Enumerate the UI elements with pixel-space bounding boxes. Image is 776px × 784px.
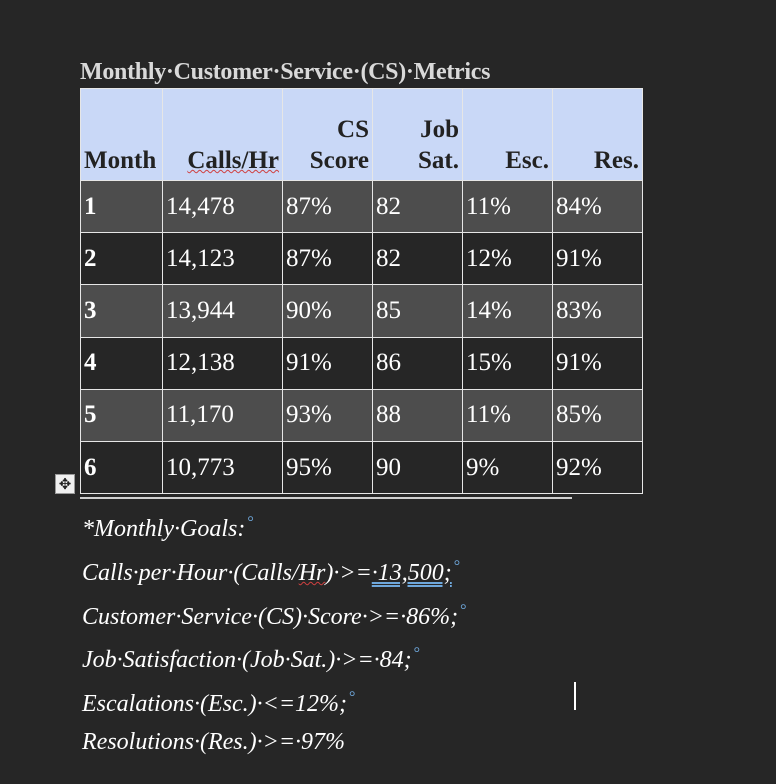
cell-job[interactable]: 90 bbox=[372, 440, 463, 495]
cell-job[interactable]: 82 bbox=[372, 179, 463, 234]
paragraph-mark-icon: ° bbox=[413, 645, 421, 663]
table-row: 4 12,138 91% 86 15% 91% bbox=[80, 336, 643, 390]
header-res[interactable]: Res. bbox=[552, 88, 643, 181]
cell-job[interactable]: 82 bbox=[372, 232, 463, 286]
cell-res[interactable]: 91% bbox=[552, 232, 643, 286]
cell-cs[interactable]: 93% bbox=[282, 388, 373, 442]
paragraph-mark-icon: ° bbox=[453, 557, 461, 575]
document-title[interactable]: Monthly·Customer·Service·(CS)·Metrics bbox=[80, 59, 491, 85]
goal-res: Resolutions·(Res.)·>=·97% bbox=[82, 728, 346, 755]
header-job-sat[interactable]: Job Sat. bbox=[372, 88, 463, 181]
table-row: 6 10,773 95% 90 9% 92% bbox=[80, 440, 643, 495]
cell-cs[interactable]: 91% bbox=[282, 336, 373, 390]
cell-res[interactable]: 91% bbox=[552, 336, 643, 390]
header-month[interactable]: Month bbox=[80, 88, 163, 181]
cell-month[interactable]: 2 bbox=[80, 232, 163, 286]
goal-calls: Calls·per·Hour·(Calls/Hr)·>=·13,500; ° bbox=[82, 557, 461, 586]
cell-esc[interactable]: 9% bbox=[462, 440, 553, 495]
cell-cs[interactable]: 87% bbox=[282, 232, 373, 286]
table-row: 2 14,123 87% 82 12% 91% bbox=[80, 232, 643, 286]
goals-notes[interactable]: *Monthly·Goals: ° Calls·per·Hour·(Calls/H… bbox=[82, 506, 466, 769]
metrics-table[interactable]: Month Calls/Hr CS Score Job Sat. Esc. bbox=[80, 88, 643, 495]
paragraph-mark-icon: ° bbox=[349, 689, 356, 707]
cell-calls[interactable]: 14,123 bbox=[162, 232, 283, 286]
table-row: 3 13,944 90% 85 14% 83% bbox=[80, 284, 643, 338]
cell-calls[interactable]: 14,478 bbox=[162, 179, 283, 234]
cell-calls[interactable]: 11,170 bbox=[162, 388, 283, 442]
cell-month[interactable]: 5 bbox=[80, 388, 163, 442]
cell-esc[interactable]: 15% bbox=[462, 336, 553, 390]
table-row: 1 14,478 87% 82 11% 84% bbox=[80, 179, 643, 234]
cell-calls[interactable]: 12,138 bbox=[162, 336, 283, 390]
cell-res[interactable]: 85% bbox=[552, 388, 643, 442]
cell-cs[interactable]: 87% bbox=[282, 179, 373, 234]
goal-cs: Customer·Service·(CS)·Score·>=·86%; ° bbox=[82, 601, 467, 630]
cell-res[interactable]: 83% bbox=[552, 284, 643, 338]
cell-calls[interactable]: 13,944 bbox=[162, 284, 283, 338]
header-esc[interactable]: Esc. bbox=[462, 88, 553, 181]
cell-job[interactable]: 88 bbox=[372, 388, 463, 442]
cell-esc[interactable]: 11% bbox=[462, 388, 553, 442]
header-cs-score[interactable]: CS Score bbox=[282, 88, 373, 181]
cell-month[interactable]: 6 bbox=[80, 440, 163, 495]
cell-month[interactable]: 4 bbox=[80, 336, 163, 390]
paragraph-mark-icon: ° bbox=[460, 601, 467, 619]
cell-esc[interactable]: 11% bbox=[462, 179, 553, 234]
cell-res[interactable]: 84% bbox=[552, 179, 643, 234]
goal-job: Job·Satisfaction·(Job·Sat.)·>=·84; ° bbox=[82, 645, 421, 674]
cell-month[interactable]: 3 bbox=[80, 284, 163, 338]
table-row: 5 11,170 93% 88 11% 85% bbox=[80, 388, 643, 442]
cell-job[interactable]: 85 bbox=[372, 284, 463, 338]
paragraph-mark-icon: ° bbox=[247, 514, 254, 531]
table-header-row: Month Calls/Hr CS Score Job Sat. Esc. bbox=[80, 88, 643, 181]
goal-esc: Escalations·(Esc.)·<=12%; ° bbox=[82, 689, 356, 718]
header-calls-hr[interactable]: Calls/Hr bbox=[162, 88, 283, 181]
header-calls-hr-label: Calls/Hr bbox=[187, 147, 279, 174]
move-arrows-icon[interactable]: ✥ bbox=[55, 474, 75, 494]
cell-esc[interactable]: 14% bbox=[462, 284, 553, 338]
table-bottom-rule bbox=[80, 497, 572, 499]
text-cursor bbox=[574, 682, 576, 710]
cell-res[interactable]: 92% bbox=[552, 440, 643, 495]
cell-calls[interactable]: 10,773 bbox=[162, 440, 283, 495]
cell-cs[interactable]: 90% bbox=[282, 284, 373, 338]
cell-esc[interactable]: 12% bbox=[462, 232, 553, 286]
cell-cs[interactable]: 95% bbox=[282, 440, 373, 495]
cell-job[interactable]: 86 bbox=[372, 336, 463, 390]
cell-month[interactable]: 1 bbox=[80, 179, 163, 234]
goals-heading: *Monthly·Goals: ° bbox=[82, 514, 254, 542]
